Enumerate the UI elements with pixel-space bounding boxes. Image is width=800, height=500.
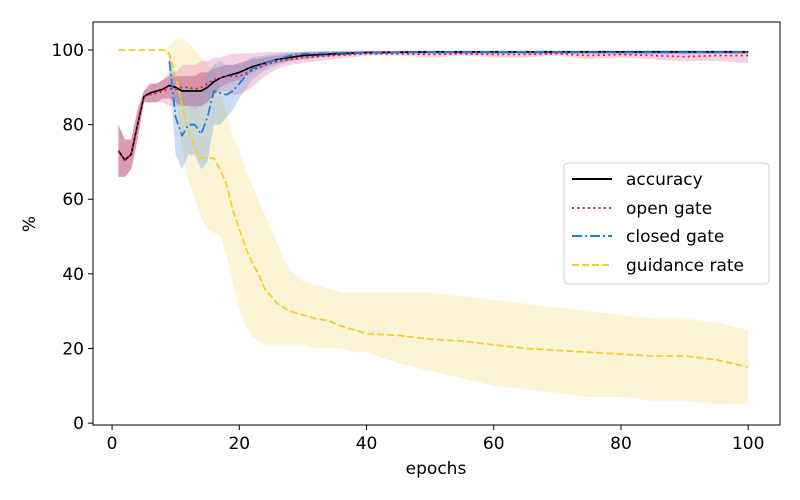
legend-label-guidance-rate: guidance rate <box>626 256 744 276</box>
y-tick-label: 40 <box>62 265 84 285</box>
x-axis-ticks: 0 20 40 60 80 100 <box>107 425 764 454</box>
x-axis-label: epochs <box>406 459 467 479</box>
confidence-bands <box>118 38 749 405</box>
x-tick-label: 80 <box>610 434 632 454</box>
y-tick-label: 100 <box>52 41 84 61</box>
series-open-gate <box>117 52 749 161</box>
y-tick-label: 60 <box>62 190 84 210</box>
x-tick-label: 20 <box>228 434 250 454</box>
x-tick-label: 100 <box>732 434 764 454</box>
x-tick-label: 0 <box>107 434 118 454</box>
band-guidance-rate <box>118 38 749 405</box>
legend-label-closed-gate: closed gate <box>626 227 724 247</box>
legend-box <box>563 162 770 285</box>
legend-label-accuracy: accuracy <box>626 170 703 190</box>
plot-frame <box>92 21 781 426</box>
series-closed-gate <box>168 50 749 137</box>
series-lines <box>117 49 749 368</box>
x-tick-label: 40 <box>356 434 378 454</box>
legend: accuracy open gate closed gate guidance … <box>563 162 770 285</box>
x-tick-label: 60 <box>483 434 505 454</box>
legend-label-open-gate: open gate <box>626 199 712 219</box>
y-axis-ticks: 0 20 40 60 80 100 <box>52 41 93 434</box>
y-tick-label: 0 <box>73 414 84 434</box>
y-tick-label: 20 <box>62 340 84 360</box>
series-guidance-rate <box>118 49 749 368</box>
y-axis-label: % <box>20 216 40 232</box>
y-tick-label: 80 <box>62 116 84 136</box>
